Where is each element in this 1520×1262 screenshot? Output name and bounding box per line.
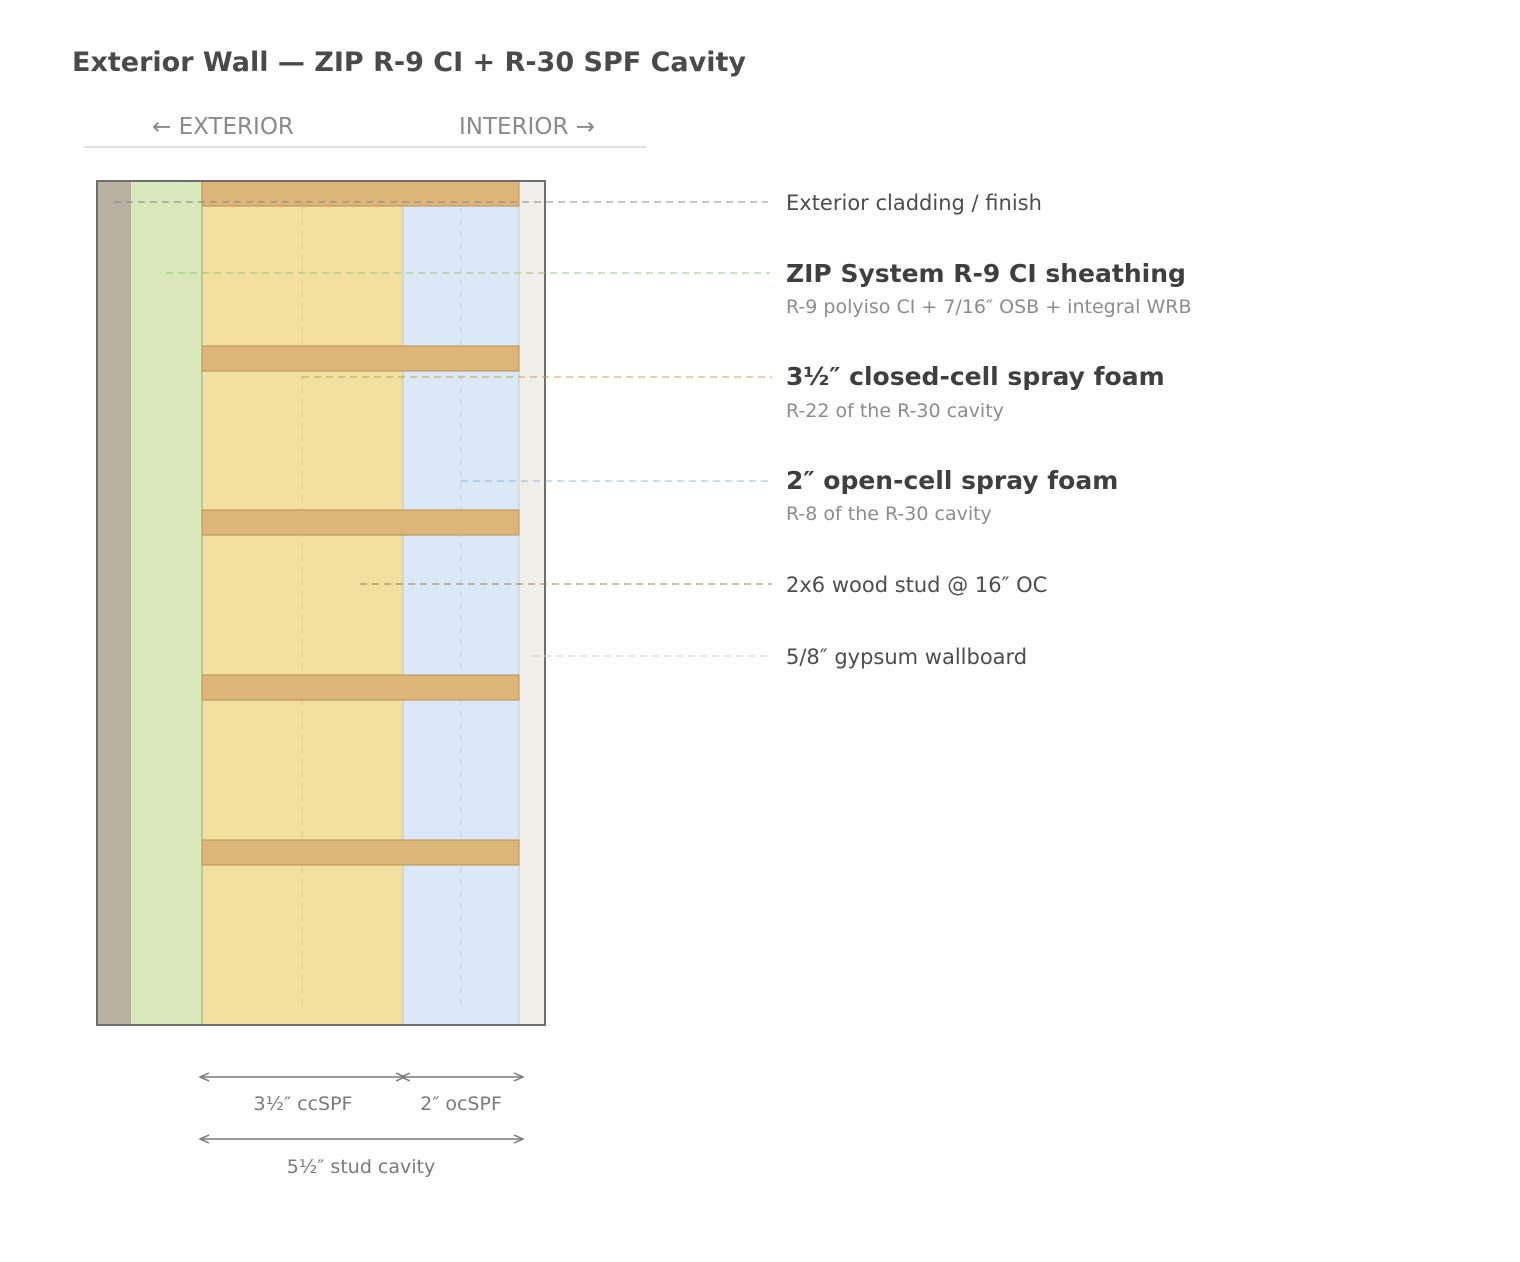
- ocspf-label: 2″ open-cell spray foam: [786, 466, 1118, 495]
- stud-3: [201, 509, 520, 536]
- cladding-layer: [97, 181, 131, 1025]
- stud-5: [201, 839, 520, 866]
- ocspf-dimension-label: 2″ ocSPF: [420, 1093, 502, 1115]
- gypsum-label: 5/8″ gypsum wallboard: [786, 645, 1027, 669]
- cavity-dimension-label: 5½″ stud cavity: [287, 1156, 435, 1178]
- ocspf-sublabel: R-8 of the R-30 cavity: [786, 503, 992, 525]
- cladding-label: Exterior cladding / finish: [786, 191, 1042, 215]
- ccspf-dimension-label: 3½″ ccSPF: [254, 1093, 353, 1115]
- ccspf-sublabel: R-22 of the R-30 cavity: [786, 400, 1004, 422]
- zip-sheathing-layer: [131, 181, 202, 1025]
- interior-label: INTERIOR →: [459, 114, 595, 140]
- stud-2: [201, 345, 520, 372]
- zip-sublabel: R-9 polyiso CI + 7/16″ OSB + integral WR…: [786, 296, 1192, 318]
- stud-4: [201, 674, 520, 701]
- zip-label: ZIP System R-9 CI sheathing: [786, 259, 1186, 288]
- wall-outline: [96, 180, 546, 1026]
- ccspf-label: 3½″ closed-cell spray foam: [786, 362, 1165, 391]
- gypsum-layer: [518, 180, 546, 1026]
- stud-label: 2x6 wood stud @ 16″ OC: [786, 573, 1047, 597]
- exterior-label: ← EXTERIOR: [152, 114, 294, 140]
- diagram-title: Exterior Wall — ZIP R-9 CI + R-30 SPF Ca…: [72, 47, 746, 78]
